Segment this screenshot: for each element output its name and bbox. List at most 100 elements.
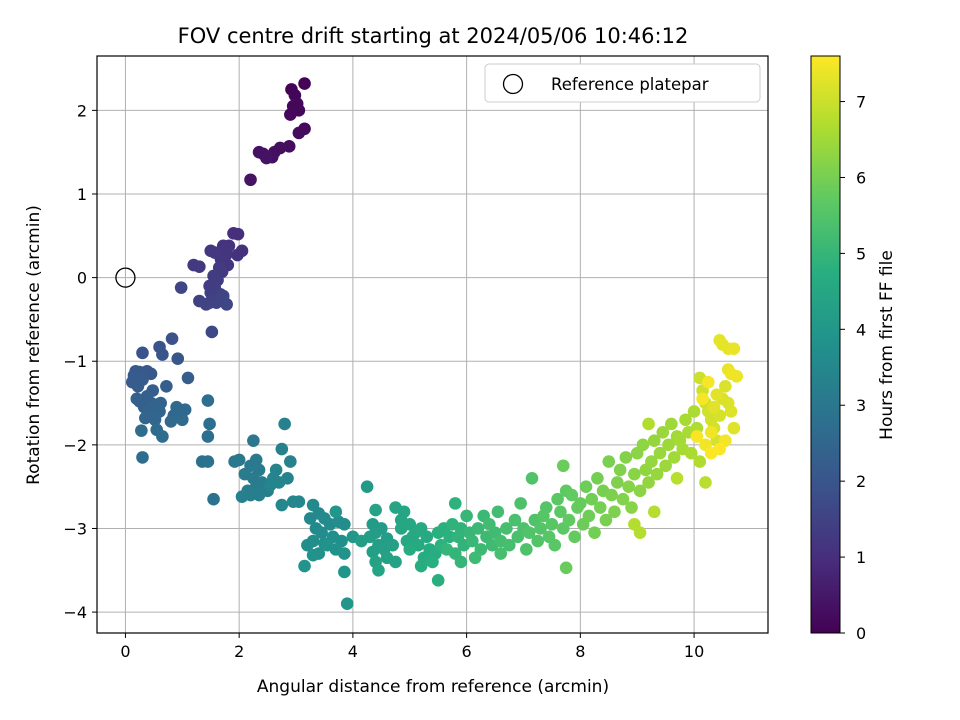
data-point: [301, 538, 314, 552]
plot-frame: [96, 55, 769, 634]
data-point: [690, 430, 704, 443]
data-point: [522, 526, 536, 539]
data-point: [719, 380, 732, 393]
data-point: [389, 555, 402, 569]
chart-title: FOV centre drift starting at 2024/05/06 …: [178, 24, 689, 48]
data-point: [360, 480, 374, 493]
data-point: [684, 446, 698, 460]
scatter-points: [125, 77, 744, 611]
y-tick-label: −1: [63, 352, 87, 371]
data-point: [500, 522, 513, 535]
data-point: [338, 565, 351, 579]
data-point: [554, 505, 567, 519]
data-point: [448, 497, 462, 510]
colorbar-tick-label: 1: [856, 548, 866, 567]
legend-marker-icon: [502, 73, 524, 95]
data-point: [170, 400, 183, 414]
data-point: [468, 551, 482, 565]
data-point: [284, 455, 297, 468]
legend: Reference platepar: [484, 63, 761, 103]
data-point: [611, 476, 624, 489]
y-tick-label: 1: [77, 185, 87, 204]
data-point: [329, 505, 343, 519]
data-point: [244, 173, 257, 187]
y-tick-label: 2: [77, 101, 87, 120]
y-tick-label: 0: [77, 269, 87, 288]
data-point: [713, 442, 726, 456]
data-point: [699, 476, 712, 489]
y-tick-label: −3: [63, 519, 87, 538]
data-point: [394, 522, 408, 535]
data-point: [494, 547, 508, 560]
data-point: [321, 538, 334, 552]
colorbar-gradient: [810, 55, 841, 634]
data-point: [628, 517, 641, 531]
data-point: [548, 538, 562, 552]
data-point: [148, 413, 162, 427]
x-tick-label: 0: [120, 642, 130, 661]
x-tick-label: 10: [684, 642, 704, 661]
data-point: [585, 492, 599, 506]
data-point: [366, 545, 380, 559]
data-point: [171, 352, 185, 366]
data-point: [662, 438, 675, 452]
data-point: [551, 492, 564, 506]
colorbar-tick-label: 3: [856, 396, 866, 415]
data-point: [645, 455, 658, 468]
data-point: [315, 526, 328, 539]
data-point: [355, 534, 368, 548]
data-point: [420, 530, 434, 544]
reference-marker-group: [115, 267, 136, 288]
data-point: [431, 574, 445, 587]
data-point: [199, 298, 213, 311]
data-point: [679, 413, 692, 427]
data-point: [414, 559, 428, 573]
data-point: [599, 513, 613, 527]
data-point: [275, 498, 289, 512]
x-tick-label: 2: [234, 642, 244, 661]
data-point: [164, 415, 178, 428]
colorbar-tick-label: 0: [856, 624, 866, 643]
colorbar-tick-label: 2: [856, 472, 866, 491]
data-point: [369, 503, 382, 517]
colorbar-tick-label: 7: [856, 93, 866, 112]
x-axis-label: Angular distance from reference (arcmin): [257, 677, 609, 697]
data-point: [298, 77, 311, 90]
data-point: [613, 463, 627, 477]
data-point: [534, 522, 547, 535]
data-point: [340, 597, 354, 611]
data-point: [303, 512, 317, 525]
data-point: [139, 411, 152, 425]
data-point: [582, 509, 596, 523]
data-point: [220, 298, 233, 311]
data-point: [231, 248, 244, 262]
data-point: [653, 446, 667, 460]
x-tick-label: 4: [348, 642, 358, 661]
data-point: [235, 490, 249, 503]
data-point: [622, 480, 635, 493]
data-point: [559, 561, 573, 575]
data-point: [156, 348, 169, 361]
data-point: [454, 555, 468, 569]
data-point: [520, 543, 533, 556]
data-point: [426, 555, 439, 569]
data-point: [704, 426, 718, 439]
colorbar-label: Hours from first FF file: [877, 250, 897, 440]
data-point: [201, 430, 215, 443]
data-point: [131, 380, 145, 393]
y-axis-ticks: −4 −3 −2 −1 0 1 2: [63, 101, 97, 622]
data-point: [701, 375, 715, 389]
data-point: [338, 517, 351, 531]
data-point: [491, 505, 505, 519]
data-point: [460, 509, 473, 523]
data-point: [466, 534, 479, 548]
reference-platepar-marker: [115, 267, 136, 288]
data-point: [579, 480, 593, 493]
data-point: [136, 346, 149, 360]
data-point: [707, 400, 721, 414]
data-point: [231, 227, 245, 241]
data-point: [203, 417, 216, 431]
data-point: [710, 388, 724, 401]
data-point: [502, 538, 516, 552]
